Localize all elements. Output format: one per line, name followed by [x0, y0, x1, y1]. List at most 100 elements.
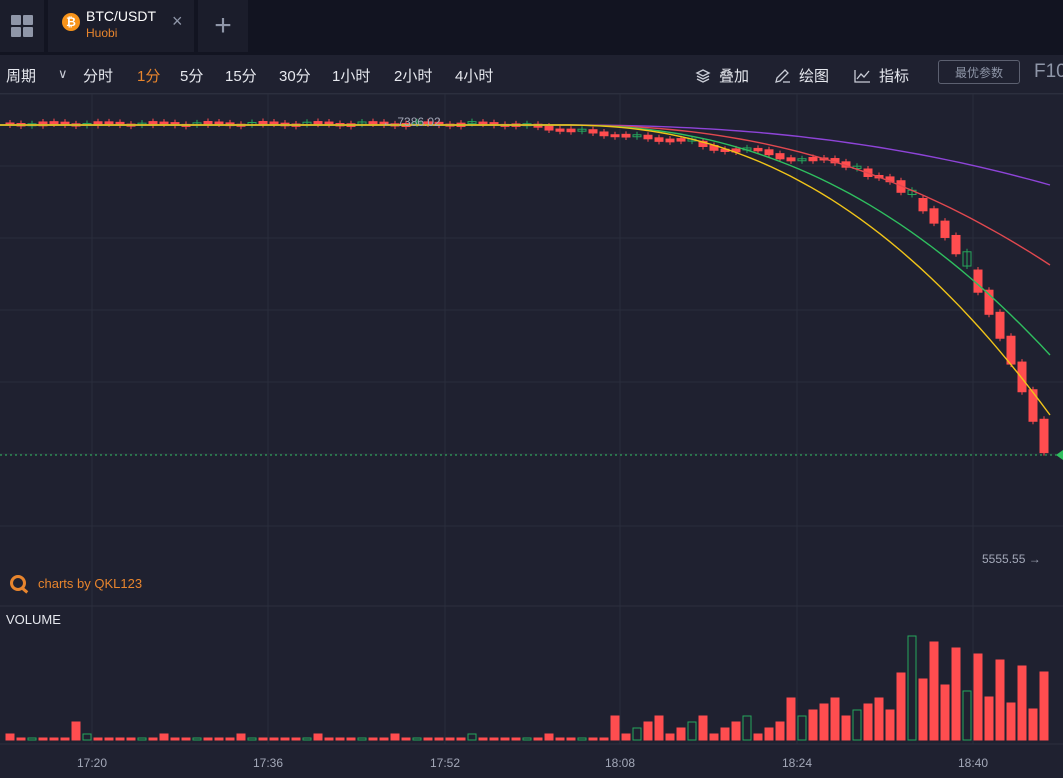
apps-grid-button[interactable] — [0, 0, 44, 52]
period-label: 周期 — [6, 68, 37, 85]
volume-bar — [49, 737, 59, 741]
volume-bar — [599, 737, 609, 741]
volume-bar — [577, 737, 587, 741]
grid-lines — [0, 94, 1063, 744]
draw-button[interactable]: 绘图 — [773, 65, 829, 86]
volume-bar — [247, 737, 257, 741]
candle-body — [324, 121, 334, 126]
interval-2h[interactable]: 2小时 — [394, 68, 433, 85]
candle-body — [566, 128, 576, 133]
volume-bar — [390, 733, 400, 741]
volume-bar — [379, 737, 389, 741]
volume-bar — [192, 737, 202, 741]
interval-15m[interactable]: 15分 — [225, 68, 257, 85]
volume-bar — [808, 709, 818, 741]
watermark-text: charts by QKL123 — [38, 575, 143, 591]
add-tab-button[interactable]: + — [198, 0, 248, 52]
volume-bar — [709, 733, 719, 741]
tab-symbol: BTC/USDT — [86, 8, 156, 24]
volume-bar — [434, 737, 444, 741]
candle-body — [38, 121, 48, 127]
high-price-value: 7386.02 — [397, 115, 441, 129]
tab-btc-usdt[interactable]: ₿ BTC/USDT Huobi × — [48, 0, 194, 52]
interval-1h[interactable]: 1小时 — [332, 68, 371, 85]
volume-bar — [896, 672, 906, 741]
volume-bar — [863, 703, 873, 741]
low-price-value: 5555.55 — [982, 552, 1026, 566]
candle-body — [104, 121, 114, 125]
volume-bar — [698, 715, 708, 741]
f10-button[interactable]: F10 — [1034, 61, 1063, 82]
candle-body — [357, 121, 367, 125]
candle-body — [423, 121, 433, 125]
last-price-marker — [1056, 450, 1063, 460]
candle-body — [214, 121, 224, 125]
volume-bar — [280, 737, 290, 741]
volume-bar — [104, 737, 114, 741]
layers-icon — [695, 69, 711, 83]
candle-body — [973, 269, 983, 293]
volume-bar — [907, 635, 917, 741]
price-chart[interactable] — [0, 94, 1063, 778]
candle-body — [577, 128, 587, 132]
candle-body — [786, 157, 796, 162]
volume-bar — [302, 737, 312, 741]
volume-bar — [962, 690, 972, 741]
volume-bar — [764, 727, 774, 741]
volume-bar — [5, 733, 15, 741]
interval-4h[interactable]: 4小时 — [455, 68, 494, 85]
candle-body — [1006, 335, 1016, 365]
plus-icon: + — [214, 9, 232, 42]
volume-bar — [203, 737, 213, 741]
volume-bar — [775, 721, 785, 741]
volume-bar — [170, 737, 180, 741]
volume-bar — [720, 727, 730, 741]
volume-bar — [929, 641, 939, 741]
volume-bar — [126, 737, 136, 741]
time-label: 18:40 — [957, 756, 989, 770]
volume-bar — [423, 737, 433, 741]
pen-icon — [775, 69, 790, 83]
interval-5m[interactable]: 5分 — [180, 68, 204, 85]
interval-fenshi[interactable]: 分时 — [83, 68, 114, 85]
volume-bar — [16, 737, 26, 741]
volume-bar — [555, 737, 565, 741]
candle-body — [632, 134, 642, 138]
volume-bar — [753, 733, 763, 741]
chevron-down-icon[interactable]: ∨ — [58, 66, 68, 81]
volume-bar — [258, 737, 268, 741]
volume-bar — [1017, 665, 1027, 741]
candle-body — [808, 156, 818, 162]
time-label: 18:24 — [781, 756, 813, 770]
close-icon[interactable]: × — [172, 11, 183, 31]
volume-bar — [819, 703, 829, 741]
volume-bar — [38, 737, 48, 741]
time-label: 17:52 — [429, 756, 461, 770]
volume-bar — [687, 721, 697, 741]
volume-bar — [566, 737, 576, 741]
volume-bar — [401, 737, 411, 741]
indicator-button[interactable]: 指标 — [853, 65, 909, 86]
volume-bar — [291, 737, 301, 741]
watermark: charts by QKL123 — [10, 575, 142, 591]
candle-body — [258, 121, 268, 126]
volume-bar — [181, 737, 191, 741]
candle-body — [918, 198, 928, 212]
high-price-marker: ← 7386.02 — [382, 115, 441, 129]
candle-body — [929, 208, 939, 224]
volume-bars — [5, 635, 1049, 741]
qkl-logo-icon — [10, 575, 26, 591]
volume-bar — [852, 709, 862, 741]
overlay-button[interactable]: 叠加 — [695, 65, 749, 86]
volume-bar — [346, 737, 356, 741]
optimal-params-button[interactable]: 最优参数 — [938, 60, 1020, 84]
volume-bar — [665, 733, 675, 741]
ma-line — [0, 124, 1051, 416]
interval-1m[interactable]: 1分 — [137, 68, 161, 85]
chart-toolbar: 周期 ∨ 分时 1分 5分 15分 30分 1小时 2小时 4小时 叠加 绘图 … — [0, 55, 1063, 94]
volume-bar — [82, 733, 92, 741]
interval-30m[interactable]: 30分 — [279, 68, 311, 85]
volume-bar — [115, 737, 125, 741]
candle-body — [467, 121, 477, 125]
volume-bar — [357, 737, 367, 741]
